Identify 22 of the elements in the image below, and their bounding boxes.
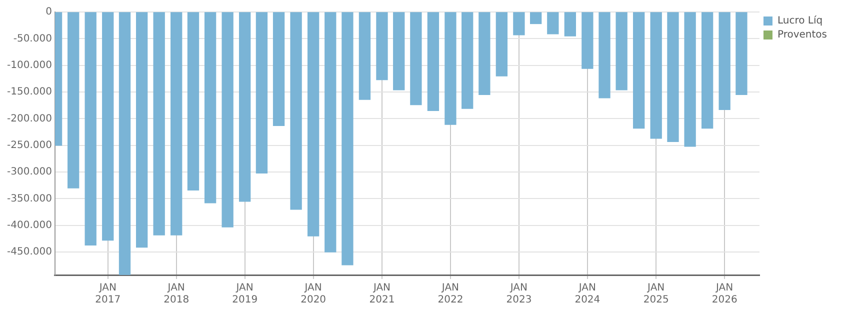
y-tick-label: -50.000 (13, 33, 52, 44)
y-tick-label: -350.000 (6, 193, 52, 204)
x-tick-label: JAN 2023 (506, 282, 532, 306)
x-tick-label: JAN 2025 (643, 282, 669, 306)
y-tick-label: -150.000 (6, 86, 52, 98)
x-tick-label: JAN 2018 (164, 282, 190, 306)
legend-label: Proventos (777, 30, 828, 41)
x-tick-label: JAN 2020 (300, 282, 326, 306)
y-tick-label: 0 (46, 6, 52, 18)
y-tick-label: -450.000 (6, 246, 52, 258)
x-tick-label: JAN 2026 (712, 282, 738, 306)
x-tick-label: JAN 2022 (438, 282, 464, 306)
y-tick-label: -100.000 (6, 60, 52, 71)
y-tick-label: -300.000 (6, 166, 52, 178)
x-tick-label: JAN 2019 (232, 282, 258, 306)
y-tick-label: -250.000 (6, 140, 52, 151)
x-tick-label: JAN 2024 (574, 282, 600, 306)
y-tick-label: -400.000 (6, 220, 52, 231)
y-tick-label: -200.000 (6, 113, 52, 124)
legend-label: Lucro Líq (777, 16, 823, 27)
x-tick-label: JAN 2021 (369, 282, 395, 306)
x-tick-label: JAN 2017 (95, 282, 121, 306)
